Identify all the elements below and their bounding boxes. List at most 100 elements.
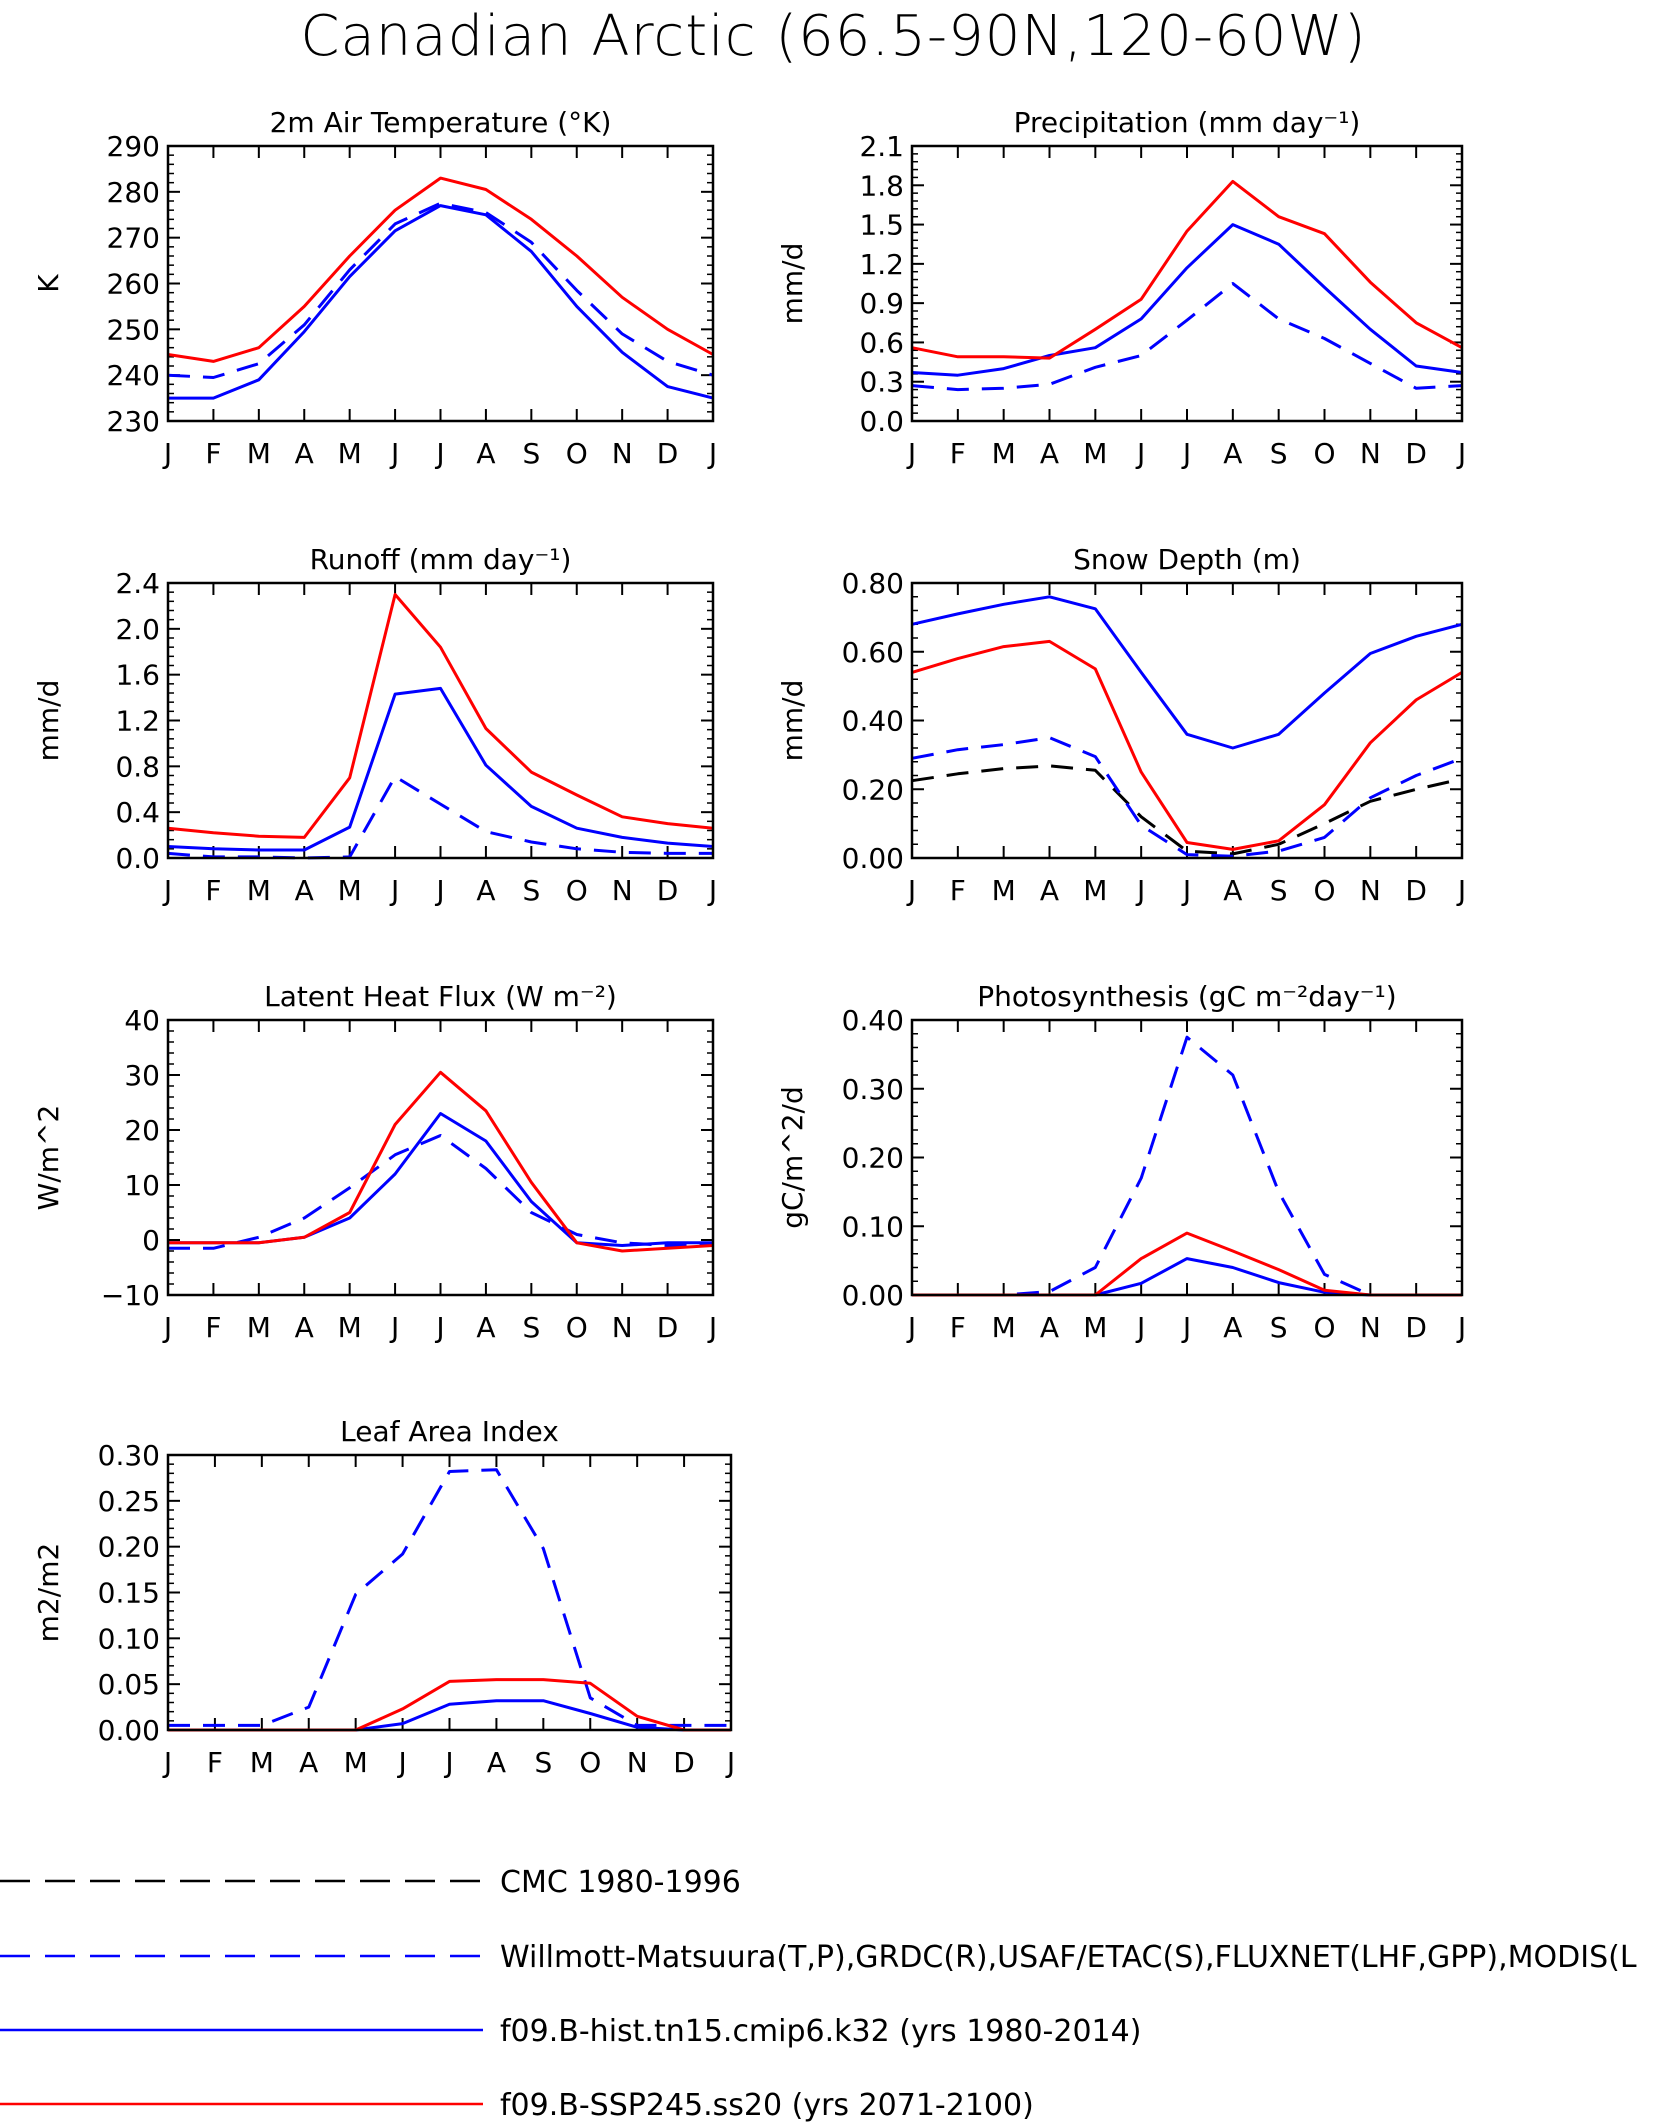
y-tick-label: 1.6: [115, 659, 160, 692]
x-tick-label: A: [1040, 437, 1059, 470]
y-tick-label: 0.25: [98, 1485, 160, 1518]
y-tick-label: 280: [107, 176, 160, 209]
y-tick-label: 0.10: [98, 1622, 160, 1655]
x-tick-label: M: [1083, 874, 1107, 907]
x-tick-label: J: [1456, 1311, 1466, 1344]
series-line-obs-other: [912, 1035, 1462, 1297]
x-tick-label: J: [906, 1311, 916, 1344]
x-tick-label: S: [1270, 437, 1288, 470]
x-tick-label: J: [1181, 437, 1191, 470]
x-tick-label: F: [205, 1311, 221, 1344]
x-tick-label: D: [657, 437, 679, 470]
panel-title: 2m Air Temperature (°K): [270, 106, 612, 139]
x-tick-label: D: [673, 1746, 695, 1779]
y-tick-label: 30: [124, 1059, 160, 1092]
series-line-model-future: [911, 639, 1463, 851]
x-tick-label: A: [476, 874, 495, 907]
x-tick-label: A: [476, 1311, 495, 1344]
x-tick-label: M: [992, 1311, 1016, 1344]
y-tick-label: 1.2: [859, 248, 904, 281]
main-title: Canadian Arctic (66.5-90N,120-60W): [300, 4, 1367, 69]
panel-title: Precipitation (mm day⁻¹): [1014, 106, 1361, 139]
x-tick-label: F: [207, 1746, 223, 1779]
x-tick-label: J: [707, 874, 717, 907]
x-tick-label: S: [522, 874, 540, 907]
x-tick-label: O: [566, 874, 588, 907]
panel-title: Snow Depth (m): [1073, 543, 1301, 576]
x-tick-label: N: [1360, 1311, 1381, 1344]
x-tick-label: J: [1456, 437, 1466, 470]
x-tick-label: M: [344, 1746, 368, 1779]
x-tick-label: J: [162, 874, 172, 907]
panel-title: Photosynthesis (gC m⁻²day⁻¹): [977, 980, 1396, 1013]
y-axis-label: mm/d: [32, 680, 65, 762]
x-tick-label: O: [579, 1746, 601, 1779]
series-line-model-hist: [168, 1112, 713, 1247]
x-tick-label: M: [992, 874, 1016, 907]
y-tick-label: 0.4: [115, 796, 160, 829]
x-tick-label: J: [1456, 874, 1466, 907]
x-tick-label: D: [657, 1311, 679, 1344]
x-tick-label: M: [247, 874, 271, 907]
chart-panel-7: Leaf Area Index 0.00 0.05 0.10 0.15 0.20 0.25 0…: [32, 1415, 735, 1779]
x-tick-label: A: [299, 1746, 318, 1779]
plot-frame: [166, 581, 715, 860]
x-tick-label: J: [396, 1746, 406, 1779]
y-tick-label: 290: [107, 130, 160, 163]
series-line-obs-other: [168, 1134, 713, 1250]
x-tick-label: N: [612, 437, 633, 470]
series-line-model-hist: [911, 223, 1463, 377]
y-tick-label: 2.4: [115, 567, 160, 600]
y-tick-label: 0.6: [859, 326, 904, 359]
y-tick-label: 0.0: [115, 842, 160, 875]
y-tick-label: 0.40: [842, 1004, 904, 1037]
x-tick-label: A: [487, 1746, 506, 1779]
panel-title: Runoff (mm day⁻¹): [310, 543, 572, 576]
panels-group: 2m Air Temperature (°K) 230 240 250 260 270 28…: [32, 106, 1466, 1779]
y-tick-label: 1.2: [115, 705, 160, 738]
y-tick-label: 0.30: [98, 1439, 160, 1472]
series-line-model-future: [167, 593, 714, 839]
y-tick-label: 230: [107, 405, 160, 438]
x-tick-label: J: [162, 437, 172, 470]
y-tick-label: 0.00: [98, 1714, 160, 1747]
series-line-obs-cmc: [911, 764, 1463, 856]
series-line-model-hist: [911, 595, 1463, 750]
plot-frame: [166, 144, 715, 423]
x-tick-label: D: [657, 874, 679, 907]
x-tick-label: N: [612, 874, 633, 907]
x-tick-label: A: [295, 1311, 314, 1344]
y-tick-label: 0.80: [842, 567, 904, 600]
panel-title: Leaf Area Index: [340, 1415, 559, 1448]
x-tick-label: A: [1040, 1311, 1059, 1344]
x-tick-label: S: [522, 1311, 540, 1344]
x-tick-label: N: [1360, 437, 1381, 470]
plot-frame: [910, 1018, 1464, 1297]
plot-frame: [910, 581, 1464, 860]
chart-panel-4: Snow Depth (m) 0.00 0.20 0.40 0.60 0.80 mm/d J F…: [776, 543, 1466, 907]
legend-group: CMC 1980-1996 Willmott-Matsuura(T,P),GRDC…: [0, 1865, 1637, 2123]
x-tick-label: J: [434, 874, 444, 907]
plot-frame: [166, 1018, 715, 1297]
y-tick-label: 0.20: [98, 1531, 160, 1564]
y-tick-label: 0.3: [859, 366, 904, 399]
x-tick-label: D: [1405, 437, 1427, 470]
y-tick-label: 0.00: [842, 842, 904, 875]
x-tick-label: O: [566, 1311, 588, 1344]
legend-label: Willmott-Matsuura(T,P),GRDC(R),USAF/ETAC…: [500, 1940, 1637, 1975]
x-tick-label: M: [338, 1311, 362, 1344]
x-tick-label: S: [1270, 1311, 1288, 1344]
x-tick-label: J: [725, 1746, 735, 1779]
x-tick-label: J: [707, 437, 717, 470]
x-tick-label: A: [1223, 437, 1242, 470]
series-line-obs-other: [167, 201, 714, 379]
series-line-obs-other: [911, 282, 1463, 392]
series-line-model-future: [168, 1070, 714, 1253]
plot-frame: [166, 1453, 733, 1732]
y-tick-label: 0.8: [115, 750, 160, 783]
x-tick-label: O: [1313, 1311, 1335, 1344]
x-tick-label: F: [205, 874, 221, 907]
x-tick-label: J: [1181, 874, 1191, 907]
legend-label: CMC 1980-1996: [500, 1865, 741, 1900]
y-tick-label: 0.0: [859, 405, 904, 438]
